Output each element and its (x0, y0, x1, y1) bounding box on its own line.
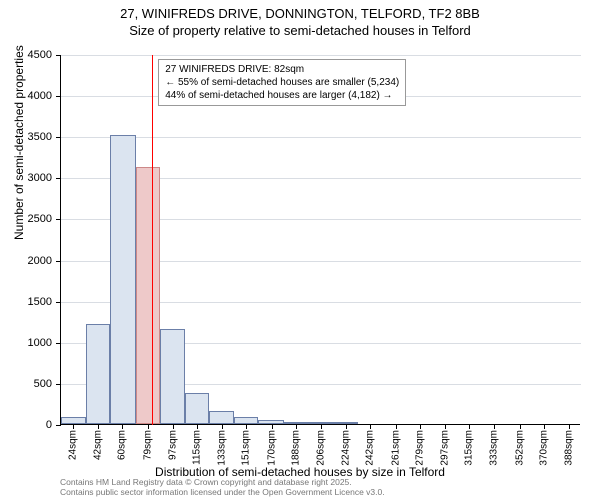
ytick-label: 1000 (0, 337, 52, 349)
xtick-mark (396, 424, 397, 429)
xtick-label: 97sqm (167, 430, 178, 460)
ytick-label: 4000 (0, 90, 52, 102)
legend-line1: 27 WINIFREDS DRIVE: 82sqm (165, 63, 399, 76)
bar-highlighted (136, 167, 161, 424)
bar (160, 329, 185, 424)
xtick-mark (122, 424, 123, 429)
title-line1: 27, WINIFREDS DRIVE, DONNINGTON, TELFORD… (0, 6, 600, 23)
legend-line2: ← 55% of semi-detached houses are smalle… (165, 76, 399, 89)
chart-area: 27 WINIFREDS DRIVE: 82sqm ← 55% of semi-… (60, 55, 580, 425)
xtick-mark (569, 424, 570, 429)
xtick-label: 188sqm (291, 430, 302, 466)
xtick-mark (420, 424, 421, 429)
xtick-mark (98, 424, 99, 429)
xtick-label: 151sqm (241, 430, 252, 466)
xtick-label: 170sqm (266, 430, 277, 466)
ytick-mark (56, 302, 61, 303)
ytick-label: 2500 (0, 213, 52, 225)
xtick-label: 261sqm (390, 430, 401, 466)
ytick-label: 0 (0, 419, 52, 431)
xtick-label: 115sqm (192, 430, 203, 465)
xtick-label: 224sqm (340, 430, 351, 466)
xtick-label: 370sqm (539, 430, 550, 466)
attribution-line2: Contains public sector information licen… (60, 488, 385, 498)
xtick-mark (197, 424, 198, 429)
xtick-label: 279sqm (415, 430, 426, 466)
xtick-label: 133sqm (216, 430, 227, 466)
subject-marker-line (152, 55, 153, 425)
xtick-mark (73, 424, 74, 429)
ytick-label: 2000 (0, 255, 52, 267)
xtick-mark (520, 424, 521, 429)
xtick-mark (296, 424, 297, 429)
ytick-mark (56, 261, 61, 262)
xtick-mark (346, 424, 347, 429)
bar (209, 411, 234, 424)
plot-region: 27 WINIFREDS DRIVE: 82sqm ← 55% of semi-… (60, 55, 580, 425)
xtick-label: 242sqm (365, 430, 376, 466)
xtick-label: 352sqm (514, 430, 525, 466)
xtick-mark (173, 424, 174, 429)
xtick-mark (469, 424, 470, 429)
legend-box: 27 WINIFREDS DRIVE: 82sqm ← 55% of semi-… (158, 59, 406, 106)
xtick-label: 388sqm (563, 430, 574, 466)
xtick-mark (272, 424, 273, 429)
ytick-label: 3000 (0, 172, 52, 184)
ytick-mark (56, 219, 61, 220)
bar (86, 324, 111, 424)
xtick-mark (246, 424, 247, 429)
ytick-mark (56, 96, 61, 97)
ytick-label: 4500 (0, 49, 52, 61)
ytick-mark (56, 55, 61, 56)
bar (110, 135, 136, 424)
xtick-label: 315sqm (464, 430, 475, 466)
bars-group (61, 54, 581, 424)
xtick-label: 42sqm (92, 430, 103, 460)
ytick-mark (56, 343, 61, 344)
ytick-mark (56, 425, 61, 426)
ytick-mark (56, 137, 61, 138)
xtick-label: 333sqm (488, 430, 499, 466)
xtick-mark (321, 424, 322, 429)
xtick-mark (148, 424, 149, 429)
legend-line3: 44% of semi-detached houses are larger (… (165, 89, 399, 102)
ytick-label: 500 (0, 378, 52, 390)
xtick-label: 297sqm (439, 430, 450, 466)
chart-title: 27, WINIFREDS DRIVE, DONNINGTON, TELFORD… (0, 0, 600, 40)
ytick-label: 3500 (0, 131, 52, 143)
xtick-mark (222, 424, 223, 429)
bar (185, 393, 210, 424)
ytick-label: 1500 (0, 296, 52, 308)
xtick-mark (544, 424, 545, 429)
xtick-label: 60sqm (117, 430, 128, 460)
xtick-mark (494, 424, 495, 429)
xtick-mark (445, 424, 446, 429)
xtick-label: 79sqm (143, 430, 154, 460)
xtick-label: 206sqm (316, 430, 327, 466)
attribution: Contains HM Land Registry data © Crown c… (60, 478, 385, 498)
ytick-mark (56, 178, 61, 179)
xtick-label: 24sqm (68, 430, 79, 460)
title-line2: Size of property relative to semi-detach… (0, 23, 600, 40)
xtick-mark (370, 424, 371, 429)
ytick-mark (56, 384, 61, 385)
